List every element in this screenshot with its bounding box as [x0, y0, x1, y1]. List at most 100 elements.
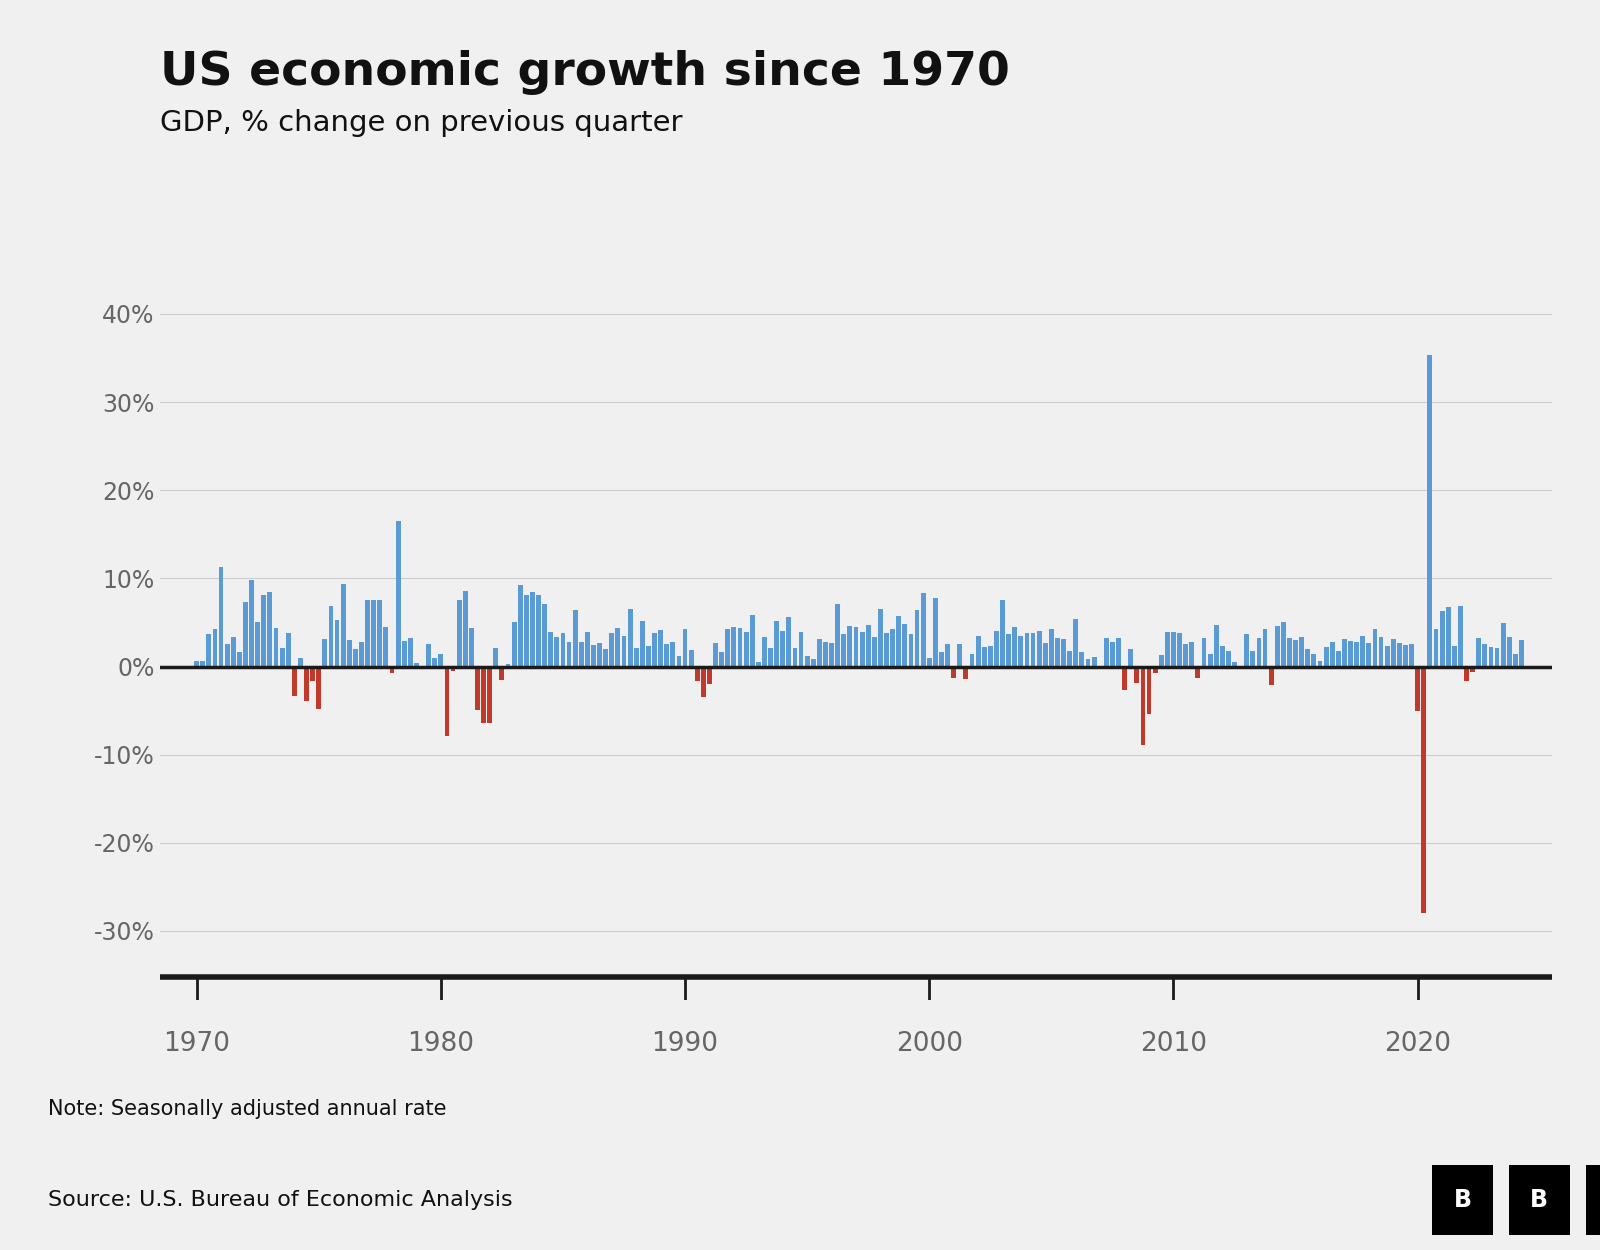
Bar — [976, 636, 981, 666]
Bar — [213, 630, 218, 666]
Bar — [701, 666, 706, 698]
Bar — [792, 648, 797, 666]
Text: Note: Seasonally adjusted annual rate: Note: Seasonally adjusted annual rate — [48, 1099, 446, 1119]
Bar — [658, 630, 662, 666]
Bar — [1373, 630, 1378, 666]
Bar — [456, 600, 461, 666]
Bar — [872, 638, 877, 666]
Bar — [616, 628, 621, 666]
Bar — [1189, 641, 1194, 666]
Bar — [358, 641, 363, 666]
Bar — [1195, 666, 1200, 678]
Bar — [1416, 666, 1421, 711]
Bar — [1074, 619, 1078, 666]
Bar — [389, 666, 395, 672]
Bar — [1000, 600, 1005, 666]
Bar — [1427, 355, 1432, 666]
Bar — [683, 630, 688, 666]
Text: 2020: 2020 — [1384, 1031, 1451, 1058]
Bar — [1043, 642, 1048, 666]
Bar — [1299, 638, 1304, 666]
Bar — [560, 632, 565, 666]
Bar — [653, 632, 658, 666]
Bar — [707, 666, 712, 684]
Bar — [1446, 608, 1451, 666]
Bar — [488, 666, 493, 722]
Bar — [462, 591, 467, 666]
Bar — [664, 645, 669, 666]
FancyBboxPatch shape — [1586, 1165, 1600, 1235]
Bar — [811, 659, 816, 666]
Bar — [1158, 655, 1163, 666]
Text: Source: U.S. Bureau of Economic Analysis: Source: U.S. Bureau of Economic Analysis — [48, 1190, 512, 1210]
Bar — [1342, 639, 1347, 666]
Bar — [512, 621, 517, 666]
Bar — [731, 626, 736, 666]
Bar — [1085, 660, 1091, 666]
Bar — [298, 658, 302, 666]
Bar — [402, 641, 406, 666]
Bar — [1354, 641, 1358, 666]
Bar — [952, 666, 957, 678]
Bar — [1219, 646, 1224, 666]
Bar — [1037, 631, 1042, 666]
Bar — [523, 595, 528, 666]
Bar — [859, 632, 864, 666]
Bar — [1482, 644, 1488, 666]
Bar — [939, 652, 944, 666]
Bar — [688, 650, 693, 666]
Bar — [493, 648, 498, 666]
Bar — [1293, 640, 1298, 666]
Text: B: B — [1453, 1188, 1472, 1212]
Bar — [890, 630, 894, 666]
Bar — [634, 648, 638, 666]
Bar — [280, 648, 285, 666]
Bar — [1152, 666, 1157, 672]
Bar — [1006, 634, 1011, 666]
Bar — [1507, 636, 1512, 666]
Bar — [1282, 621, 1286, 666]
Bar — [530, 591, 534, 666]
Bar — [720, 651, 725, 666]
Text: GDP, % change on previous quarter: GDP, % change on previous quarter — [160, 109, 683, 136]
Bar — [304, 666, 309, 701]
Bar — [1312, 654, 1317, 666]
Bar — [1330, 641, 1334, 666]
Bar — [1366, 642, 1371, 666]
Bar — [451, 666, 456, 671]
Bar — [554, 638, 560, 666]
Bar — [341, 584, 346, 666]
Bar — [646, 646, 651, 666]
Bar — [1110, 641, 1115, 666]
Bar — [1421, 666, 1426, 914]
Bar — [549, 632, 554, 666]
Bar — [829, 642, 834, 666]
Bar — [1128, 649, 1133, 666]
Bar — [1208, 654, 1213, 666]
Bar — [1470, 666, 1475, 671]
Bar — [566, 641, 571, 666]
Bar — [1091, 656, 1096, 666]
Bar — [224, 645, 229, 666]
Bar — [1232, 662, 1237, 666]
Bar — [1477, 639, 1482, 666]
Bar — [1080, 651, 1085, 666]
FancyBboxPatch shape — [1432, 1165, 1493, 1235]
Bar — [230, 636, 235, 666]
Bar — [243, 602, 248, 666]
Bar — [835, 604, 840, 666]
Bar — [445, 666, 450, 736]
Bar — [579, 641, 584, 666]
Bar — [694, 666, 699, 681]
Bar — [1317, 661, 1323, 666]
Bar — [774, 621, 779, 666]
Bar — [915, 610, 920, 666]
Bar — [219, 568, 224, 666]
Bar — [1256, 639, 1261, 666]
Bar — [590, 645, 595, 666]
Bar — [426, 644, 430, 666]
Bar — [1336, 651, 1341, 666]
Bar — [1054, 639, 1059, 666]
Bar — [1434, 629, 1438, 666]
Bar — [250, 580, 254, 666]
